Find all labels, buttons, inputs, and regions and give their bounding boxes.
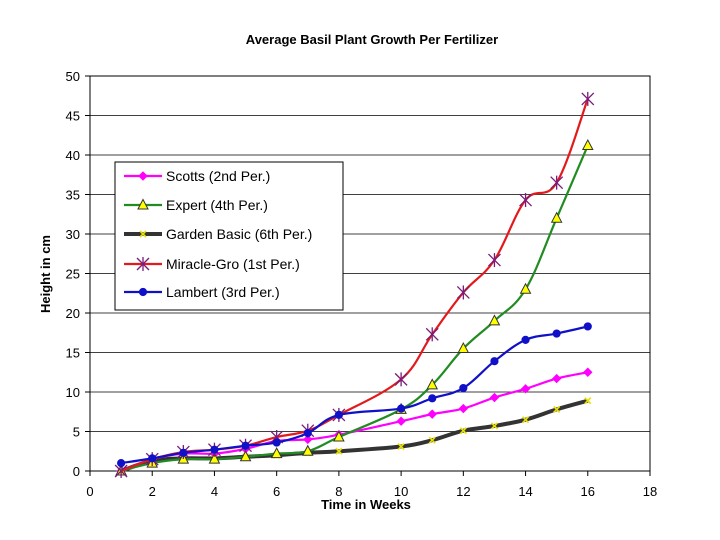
data-point xyxy=(397,442,405,451)
data-point xyxy=(301,444,314,456)
legend-label: Garden Basic (6th Per.) xyxy=(166,226,312,242)
data-point xyxy=(459,383,468,393)
y-tick-label: 40 xyxy=(66,148,80,163)
x-tick-label: 12 xyxy=(456,484,470,499)
series-line xyxy=(120,145,589,473)
legend-label: Miracle-Gro (1st Per.) xyxy=(166,256,300,272)
legend-marker xyxy=(138,171,148,181)
data-point xyxy=(456,285,470,300)
legend-marker xyxy=(139,230,147,238)
data-point xyxy=(427,409,437,419)
data-point xyxy=(521,335,530,344)
legend-item: Scotts (2nd Per.) xyxy=(124,168,270,184)
y-tick-label: 15 xyxy=(66,346,80,361)
y-tick-label: 35 xyxy=(66,188,80,203)
x-tick-label: 4 xyxy=(211,484,218,499)
legend-item: Expert (4th Per.) xyxy=(124,197,268,213)
y-axis-label: Height in cm xyxy=(38,235,53,313)
x-axis-label: Time in Weeks xyxy=(321,497,411,512)
x-tick-label: 14 xyxy=(518,484,532,499)
data-point xyxy=(210,445,219,454)
data-point xyxy=(394,372,408,387)
series-layer xyxy=(114,91,595,478)
series-line xyxy=(120,325,589,465)
data-point xyxy=(458,403,469,414)
data-point xyxy=(333,430,345,442)
legend-item: Lambert (3rd Per.) xyxy=(124,284,280,300)
y-tick-label: 25 xyxy=(66,267,80,282)
data-point xyxy=(303,434,313,445)
data-point xyxy=(583,367,593,377)
data-point xyxy=(335,447,343,455)
data-point xyxy=(550,211,563,223)
series-3 xyxy=(117,397,592,475)
legend-label: Lambert (3rd Per.) xyxy=(166,284,280,300)
x-tick-label: 6 xyxy=(273,484,280,499)
x-tick-label: 16 xyxy=(581,484,595,499)
data-point xyxy=(426,378,439,390)
x-tick-label: 8 xyxy=(335,484,342,499)
x-tick-label: 2 xyxy=(149,484,156,499)
y-tick-label: 30 xyxy=(66,227,80,242)
data-point xyxy=(303,428,312,438)
x-tick-label: 0 xyxy=(86,484,93,499)
data-point xyxy=(425,327,439,342)
data-point xyxy=(179,448,188,457)
data-point xyxy=(520,384,531,394)
data-point xyxy=(551,373,562,384)
data-point xyxy=(521,416,530,424)
series-line xyxy=(120,398,589,473)
y-tick-label: 45 xyxy=(66,109,80,124)
data-point xyxy=(584,397,592,405)
y-axis-ticks: 0 5 10 15 20 25 30 35 40 45 50 xyxy=(66,69,90,479)
data-point xyxy=(457,341,470,354)
data-point xyxy=(397,404,406,413)
data-point xyxy=(270,447,283,459)
data-point xyxy=(490,422,499,430)
x-tick-label: 18 xyxy=(643,484,657,499)
y-tick-label: 20 xyxy=(66,306,80,321)
data-point xyxy=(519,193,533,208)
y-tick-label: 50 xyxy=(66,69,80,84)
data-point xyxy=(334,410,343,420)
data-point xyxy=(490,357,499,366)
legend-item: Miracle-Gro (1st Per.) xyxy=(124,256,300,272)
data-point xyxy=(428,436,436,444)
legend: Scotts (2nd Per.) Expert (4th Per.) Garden… xyxy=(114,161,344,311)
data-point xyxy=(208,452,221,464)
data-point xyxy=(272,438,281,447)
data-point xyxy=(487,253,501,268)
data-point xyxy=(148,454,157,463)
data-point xyxy=(581,138,594,151)
data-point xyxy=(396,416,406,426)
legend-item: Garden Basic (6th Per.) xyxy=(124,226,312,242)
data-point xyxy=(428,394,437,403)
data-point xyxy=(117,459,126,468)
legend-marker xyxy=(136,257,150,271)
y-tick-label: 10 xyxy=(66,385,80,400)
y-tick-label: 0 xyxy=(73,464,80,479)
data-point xyxy=(552,329,561,338)
data-point xyxy=(489,392,500,403)
y-tick-label: 5 xyxy=(73,425,80,440)
chart-title: Average Basil Plant Growth Per Fertilize… xyxy=(246,32,498,47)
data-point xyxy=(459,427,467,435)
x-axis-ticks: 0 2 4 6 8 10 12 14 16 18 xyxy=(86,471,657,499)
data-point xyxy=(583,322,592,331)
legend-marker xyxy=(137,198,149,210)
data-point xyxy=(488,314,501,326)
data-point xyxy=(550,175,564,190)
legend-label: Scotts (2nd Per.) xyxy=(166,168,270,184)
data-point xyxy=(241,441,250,450)
data-point xyxy=(239,450,252,462)
legend-marker xyxy=(138,287,148,297)
legend-label: Expert (4th Per.) xyxy=(166,197,268,213)
series-5 xyxy=(117,322,592,468)
x-tick-label: 10 xyxy=(394,484,408,499)
data-point xyxy=(553,405,561,413)
data-point xyxy=(581,91,595,106)
data-point xyxy=(519,282,532,294)
